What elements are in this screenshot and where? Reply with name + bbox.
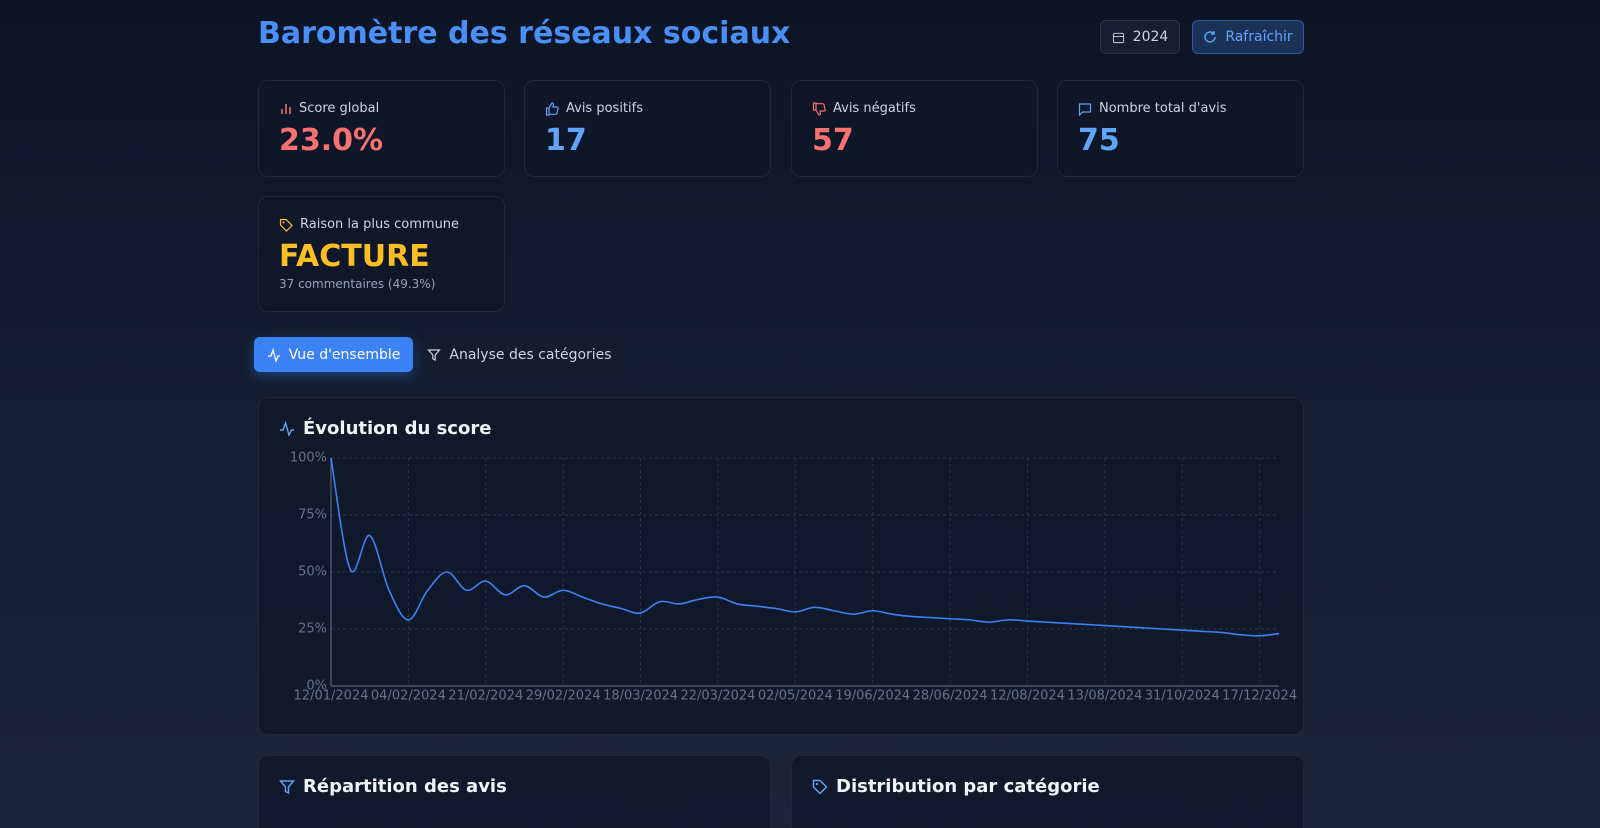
tab-label: Vue d'ensemble: [288, 346, 401, 363]
refresh-label: Rafraîchir: [1225, 29, 1293, 45]
card-value: 75: [1078, 123, 1120, 158]
filter-icon: [279, 779, 295, 794]
panel-title-row: Répartition des avis: [279, 776, 507, 797]
x-tick-label: 18/03/2024: [603, 689, 678, 704]
reason-card: Raison la plus commune FACTURE 37 commen…: [258, 196, 505, 312]
year-label: 2024: [1132, 29, 1169, 45]
thumb-up-icon: [545, 101, 559, 116]
filter-icon: [427, 348, 442, 361]
line-chart: 0% 25% 50% 75% 100% 12/01/2024 04/02/2024 21/02…: [290, 451, 1297, 704]
refresh-icon: [1204, 31, 1217, 43]
page-title: Baromètre des réseaux sociaux: [258, 16, 791, 51]
activity-icon: [280, 420, 294, 437]
tag-icon: [812, 779, 828, 794]
thumb-down-icon: [812, 101, 826, 116]
chart-title: Évolution du score: [303, 418, 492, 439]
x-tick-label: 13/08/2024: [1067, 689, 1142, 704]
tag-icon: [279, 218, 293, 232]
x-tick-label: 31/10/2024: [1145, 689, 1220, 704]
card-label: Nombre total d'avis: [1099, 101, 1227, 116]
total-card: Nombre total d'avis 75: [1057, 80, 1304, 177]
card-label: Avis négatifs: [833, 101, 916, 116]
message-icon: [1078, 102, 1092, 116]
x-tick-label: 22/03/2024: [680, 689, 755, 704]
refresh-button[interactable]: Rafraîchir: [1192, 20, 1304, 54]
category-panel: Distribution par catégorie: [791, 755, 1304, 828]
bar-icon: [281, 104, 291, 114]
negative-card: Avis négatifs 57: [791, 80, 1038, 177]
x-tick-label: 28/06/2024: [913, 689, 988, 704]
year-button[interactable]: 2024: [1100, 20, 1180, 54]
card-label: Raison la plus commune: [300, 217, 460, 232]
y-tick-label: 0%: [306, 679, 327, 694]
activity-icon: [267, 347, 280, 362]
card-value: 57: [812, 123, 854, 158]
x-tick-label: 29/02/2024: [526, 689, 601, 704]
card-value: 17: [545, 123, 587, 158]
tab-categories[interactable]: Analyse des catégories: [422, 337, 617, 372]
reason-detail: 37 commentaires (49.3%): [279, 277, 436, 291]
y-tick-label: 50%: [298, 565, 327, 580]
positive-card: Avis positifs 17: [524, 80, 771, 177]
panel-title: Répartition des avis: [303, 776, 507, 797]
y-tick-label: 100%: [290, 451, 327, 466]
card-label: Avis positifs: [566, 101, 643, 116]
chart-panel: Évolution du score: [258, 397, 1304, 735]
panel-title: Distribution par catégorie: [836, 776, 1100, 797]
y-tick-label: 75%: [298, 508, 327, 523]
x-tick-label: 12/01/2024: [294, 689, 369, 704]
panel-title-row: Distribution par catégorie: [812, 776, 1100, 797]
calendar-icon: [1112, 32, 1124, 43]
distribution-panel: Répartition des avis: [258, 755, 771, 828]
score-card: Score global 23.0%: [258, 80, 505, 177]
chart-title-row: Évolution du score: [279, 418, 491, 439]
score-line: [330, 457, 1280, 637]
x-tick-label: 21/02/2024: [448, 689, 523, 704]
tab-label: Analyse des catégories: [449, 346, 612, 363]
x-tick-label: 02/05/2024: [758, 689, 833, 704]
tab-overview[interactable]: Vue d'ensemble: [254, 337, 413, 372]
x-tick-label: 12/08/2024: [990, 689, 1065, 704]
y-tick-label: 25%: [298, 622, 327, 637]
x-tick-label: 17/12/2024: [1222, 689, 1297, 704]
card-label: Score global: [299, 101, 380, 116]
x-tick-label: 19/06/2024: [835, 689, 910, 704]
x-tick-label: 04/02/2024: [371, 689, 446, 704]
reason-value: FACTURE: [279, 239, 430, 274]
card-value: 23.0%: [279, 123, 384, 158]
